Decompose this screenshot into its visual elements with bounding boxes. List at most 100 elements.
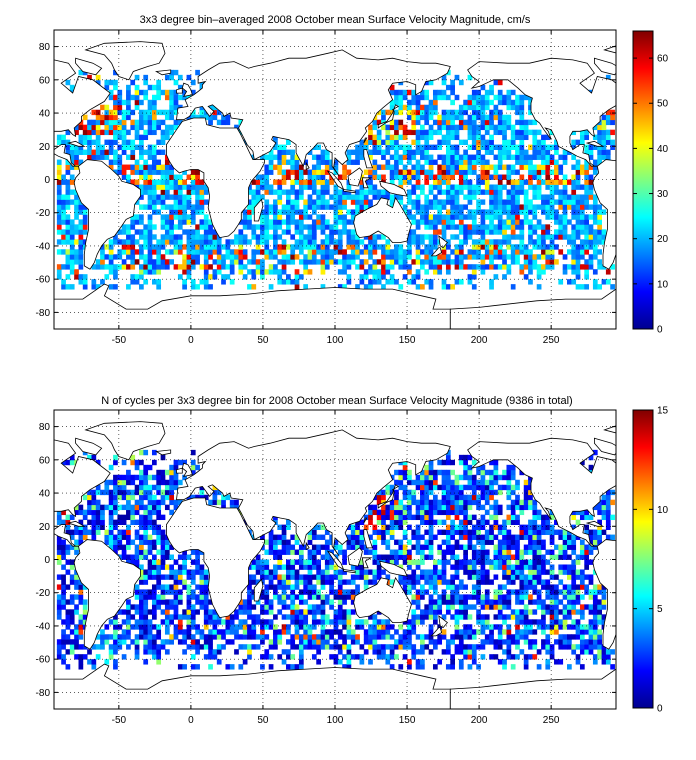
heatmap-cell [528, 169, 533, 175]
heatmap-cell [82, 134, 88, 141]
heatmap-cell [541, 239, 546, 245]
heatmap-cell [497, 224, 503, 230]
heatmap-cell [160, 174, 166, 180]
heatmap-cell [480, 154, 486, 160]
heatmap-cell [420, 589, 425, 595]
heatmap-cell [156, 594, 162, 600]
heatmap-cell [567, 599, 572, 605]
heatmap-cell [549, 194, 555, 200]
heatmap-cell [74, 269, 79, 275]
heatmap-cell [286, 244, 291, 250]
heatmap-cell [298, 614, 304, 620]
heatmap-cell [229, 664, 235, 670]
heatmap-cell [497, 219, 503, 225]
heatmap-cell [489, 539, 494, 545]
heatmap-cell [139, 134, 144, 141]
heatmap-cell [510, 574, 516, 580]
heatmap-cell [445, 169, 451, 175]
heatmap-cell [502, 519, 507, 526]
heatmap-cell [480, 549, 486, 555]
heatmap-cell [389, 279, 395, 285]
heatmap-cell [571, 164, 577, 170]
heatmap-cell [359, 534, 365, 540]
heatmap-cell [251, 254, 257, 260]
heatmap-cell [100, 629, 105, 635]
heatmap-cell [324, 244, 330, 250]
heatmap-cell [229, 259, 235, 265]
heatmap-cell [372, 139, 378, 146]
heatmap-cell [311, 164, 317, 170]
heatmap-cell [458, 524, 464, 530]
heatmap-cell [411, 129, 417, 136]
heatmap-cell [549, 244, 555, 250]
heatmap-cell [454, 259, 460, 265]
heatmap-cell [212, 104, 218, 111]
heatmap-cell [113, 94, 118, 101]
heatmap-cell [502, 149, 507, 155]
heatmap-cell [286, 279, 291, 285]
heatmap-cell [173, 174, 179, 180]
heatmap-cell [389, 274, 395, 280]
heatmap-cell [255, 174, 261, 180]
heatmap-cell [562, 209, 568, 215]
heatmap-cell [601, 589, 607, 595]
heatmap-cell [151, 184, 157, 190]
heatmap-cell [510, 169, 516, 175]
heatmap-cell [95, 529, 101, 535]
landmass [73, 159, 141, 270]
heatmap-cell [298, 619, 304, 625]
heatmap-cell [519, 574, 525, 580]
heatmap-cell [242, 224, 248, 230]
heatmap-cell [437, 164, 443, 170]
heatmap-cell [247, 604, 252, 610]
heatmap-cell [441, 599, 447, 605]
heatmap-cell [402, 514, 408, 521]
heatmap-cell [532, 119, 538, 126]
heatmap-cell [264, 634, 270, 640]
heatmap-cell [575, 659, 581, 665]
heatmap-cell [402, 634, 408, 640]
heatmap-cell [190, 229, 196, 235]
heatmap-cell [532, 524, 538, 530]
heatmap-cell [190, 284, 196, 290]
heatmap-cell [147, 114, 153, 121]
heatmap-cell [56, 614, 62, 620]
heatmap-cell [281, 254, 287, 260]
heatmap-cell [523, 124, 529, 131]
heatmap-cell [394, 639, 399, 645]
heatmap-cell [536, 174, 542, 180]
heatmap-cell [333, 214, 339, 220]
heatmap-cell [121, 169, 127, 175]
heatmap-cell [199, 594, 205, 600]
heatmap-cell [355, 524, 360, 530]
heatmap-cell [164, 184, 170, 190]
heatmap-cell [134, 519, 140, 526]
heatmap-cell [428, 634, 434, 640]
heatmap-cell [402, 134, 408, 141]
heatmap-cell [264, 539, 270, 545]
heatmap-cell [169, 229, 174, 235]
heatmap-cell [160, 129, 166, 136]
heatmap-cell [428, 249, 434, 255]
heatmap-cell [260, 604, 265, 610]
heatmap-cell [415, 159, 421, 165]
heatmap-cell [143, 529, 149, 535]
heatmap-cell [78, 634, 84, 640]
heatmap-cell [411, 274, 417, 280]
heatmap-cell [445, 214, 451, 220]
heatmap-cell [394, 174, 399, 180]
heatmap-cell [480, 639, 486, 645]
heatmap-cell [454, 574, 460, 580]
heatmap-cell [424, 614, 430, 620]
heatmap-cell [432, 204, 438, 210]
heatmap-cell [502, 119, 507, 126]
heatmap-cell [437, 634, 443, 640]
heatmap-cell [346, 659, 352, 665]
heatmap-cell [160, 164, 166, 170]
heatmap-cell [407, 129, 412, 136]
heatmap-cell [78, 239, 84, 245]
heatmap-cell [108, 79, 114, 86]
heatmap-cell [277, 609, 283, 615]
heatmap-cell [601, 604, 607, 610]
heatmap-cell [489, 564, 494, 570]
